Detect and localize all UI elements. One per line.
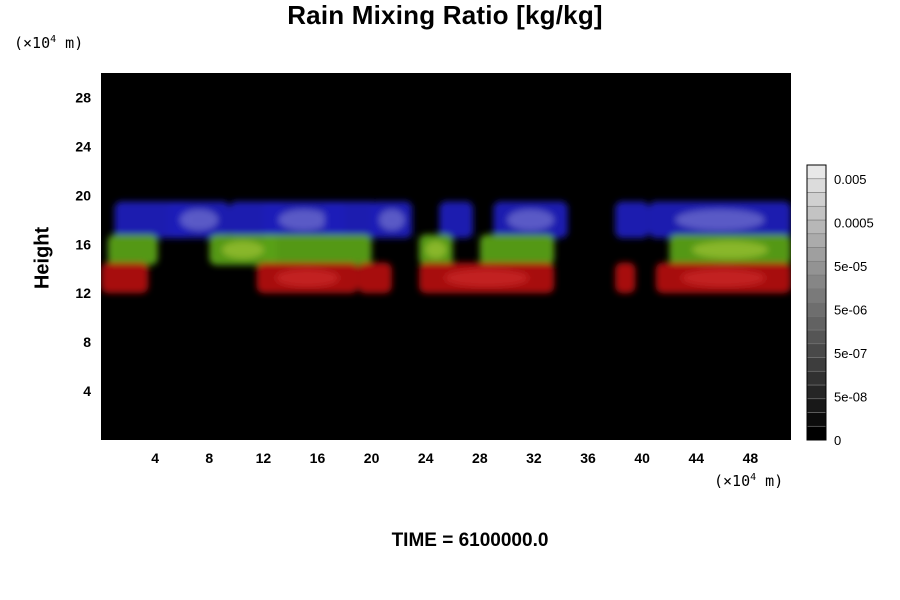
field-highlight-blue (379, 209, 405, 231)
x-tick-label: 20 (364, 450, 380, 466)
y-tick-label: 24 (75, 138, 91, 154)
x-tick-label: 44 (689, 450, 705, 466)
field-highlight-green (425, 241, 447, 259)
colorbar: 0.005 0.0005 5e-05 5e-06 5e-07 5e-08 0 (806, 164, 874, 448)
time-label: TIME = 6100000.0 (391, 530, 549, 551)
field-blob-green (263, 234, 372, 266)
field-highlight-red (275, 269, 340, 287)
x-tick-label: 32 (526, 450, 542, 466)
y-axis-unit: (×104 m) (14, 34, 84, 52)
colorbar-swatch (806, 384, 827, 400)
y-tick-label: 16 (75, 236, 91, 252)
colorbar-swatch (806, 260, 827, 276)
field-blob-blue (324, 201, 379, 239)
x-tick-label: 48 (743, 450, 759, 466)
colorbar-swatch (806, 370, 827, 386)
y-tick-label: 20 (75, 187, 91, 203)
field-highlight-green (692, 241, 769, 259)
x-tick-label: 16 (310, 450, 326, 466)
colorbar-label: 5e-05 (834, 259, 867, 274)
colorbar-label: 5e-07 (834, 346, 867, 361)
colorbar-swatch (806, 178, 827, 193)
x-tick-label: 40 (634, 450, 650, 466)
heatmap-field (101, 201, 791, 294)
colorbar-label: 5e-08 (834, 390, 867, 405)
colorbar-swatch (806, 329, 827, 345)
field-highlight-green (221, 241, 265, 259)
colorbar-swatch (806, 274, 827, 290)
colorbar-swatch (806, 192, 827, 207)
colorbar-swatch (806, 233, 827, 248)
y-tick-label: 12 (75, 285, 91, 301)
field-highlight-red (444, 269, 529, 287)
colorbar-frame (806, 164, 827, 441)
field-highlight-blue (507, 209, 554, 231)
colorbar-swatch (806, 425, 827, 441)
y-tick-label: 4 (83, 383, 91, 399)
field-blob-red (358, 262, 392, 294)
field-blob-blue (615, 201, 649, 239)
field-highlight-blue (278, 209, 330, 231)
colorbar-swatch (806, 205, 827, 221)
field-blob-green (107, 234, 158, 266)
field-highlight-blue (180, 209, 219, 231)
field-highlight-blue (675, 209, 765, 231)
colorbar-label: 5e-06 (834, 303, 867, 318)
colorbar-swatch (806, 288, 827, 303)
colorbar-swatch (806, 247, 827, 262)
y-tick-label: 28 (75, 89, 91, 105)
x-axis: 4 8 12 16 20 24 28 32 36 40 44 48 (151, 450, 758, 466)
colorbar-swatch (806, 302, 827, 317)
colorbar-swatch (806, 412, 827, 427)
field-blob-green (479, 234, 555, 266)
x-tick-label: 36 (580, 450, 596, 466)
y-axis: 4 8 12 16 20 24 28 (75, 89, 91, 399)
colorbar-swatch (806, 398, 827, 413)
chart-title: Rain Mixing Ratio [kg/kg] (287, 0, 603, 30)
field-blob-red (101, 262, 149, 294)
colorbar-swatch (806, 315, 827, 331)
colorbar-swatch (806, 343, 827, 358)
colorbar-swatch (806, 357, 827, 372)
y-tick-label: 8 (83, 334, 91, 350)
field-highlight-red (681, 269, 766, 287)
x-tick-label: 8 (205, 450, 213, 466)
colorbar-label: 0 (834, 433, 841, 448)
colorbar-swatch (806, 164, 827, 180)
colorbar-swatch (806, 219, 827, 235)
x-tick-label: 4 (151, 450, 159, 466)
x-tick-label: 28 (472, 450, 488, 466)
field-blob-red (615, 262, 636, 294)
x-tick-label: 24 (418, 450, 434, 466)
colorbar-label: 0.0005 (834, 216, 874, 231)
x-tick-label: 12 (256, 450, 272, 466)
colorbar-label: 0.005 (834, 172, 867, 187)
x-axis-unit: (×104 m) (714, 472, 784, 490)
field-blob-blue (439, 201, 474, 239)
